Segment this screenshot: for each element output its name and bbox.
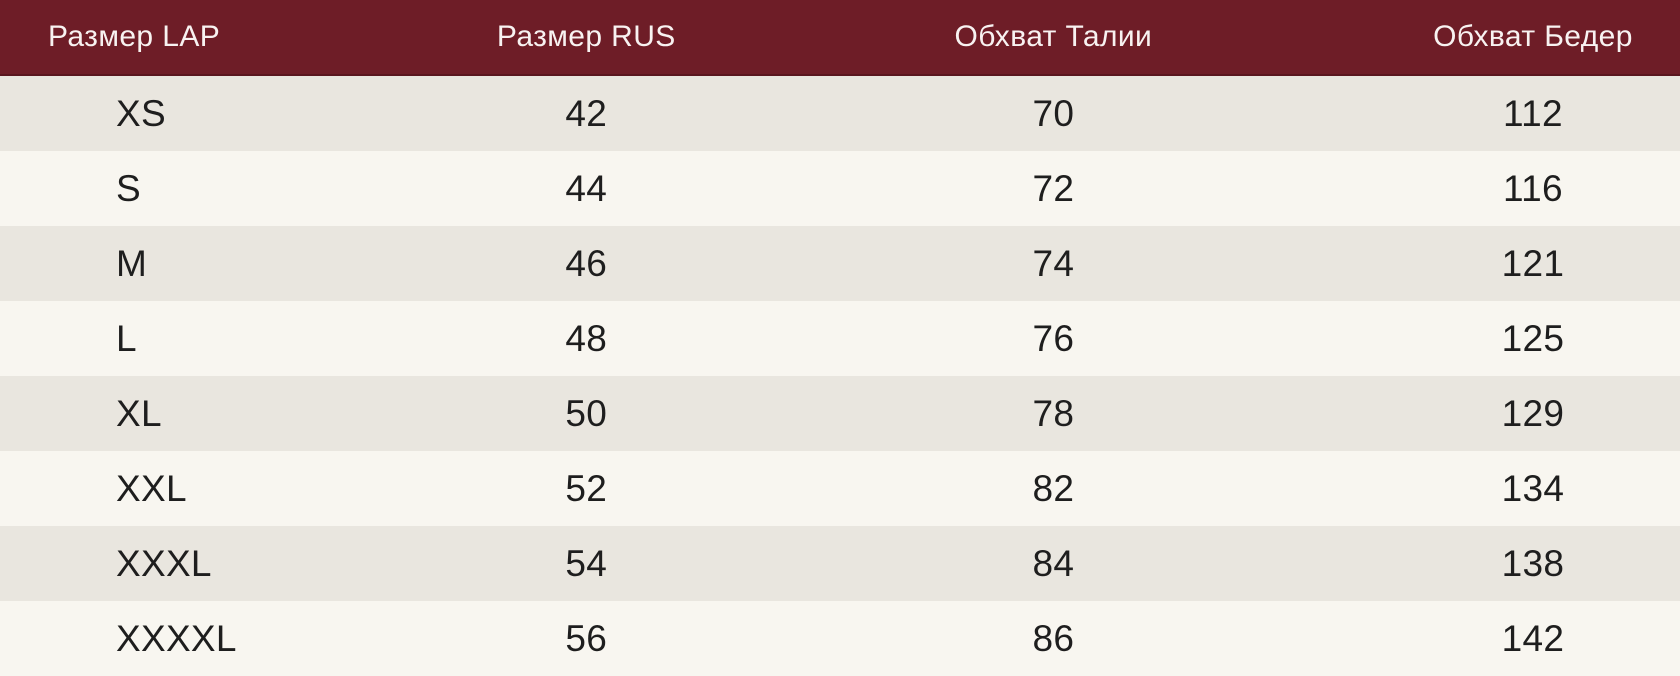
waist-cell: 70 <box>1032 92 1075 134</box>
size-rus-cell: 46 <box>565 242 608 284</box>
column-header-waist: Обхват Талии <box>720 0 1386 76</box>
table-row: XL 50 78 129 <box>0 376 1680 451</box>
waist-cell: 72 <box>1032 167 1075 209</box>
hips-cell: 129 <box>1501 392 1565 434</box>
waist-cell: 84 <box>1032 542 1075 584</box>
size-rus-cell: 42 <box>565 92 608 134</box>
size-chart-header: Размер LAP Размер RUS Обхват Талии Обхва… <box>0 0 1680 76</box>
size-rus-cell: 50 <box>565 392 608 434</box>
size-lap-cell: XL <box>116 392 162 434</box>
table-row: XXL 52 82 134 <box>0 451 1680 526</box>
table-row: S 44 72 116 <box>0 151 1680 226</box>
hips-cell: 121 <box>1501 242 1565 284</box>
size-rus-cell: 48 <box>565 317 608 359</box>
size-lap-cell: XXL <box>116 467 187 509</box>
hips-cell: 138 <box>1501 542 1565 584</box>
table-row: XXXXL 56 86 142 <box>0 601 1680 676</box>
table-row: L 48 76 125 <box>0 301 1680 376</box>
table-row: XS 42 70 112 <box>0 75 1680 151</box>
waist-cell: 74 <box>1032 242 1075 284</box>
hips-cell: 116 <box>1503 167 1563 209</box>
hips-cell: 125 <box>1501 317 1565 359</box>
size-lap-cell: XXXXL <box>116 617 237 659</box>
waist-cell: 82 <box>1032 467 1075 509</box>
waist-cell: 78 <box>1032 392 1075 434</box>
hips-cell: 142 <box>1501 617 1565 659</box>
column-header-size-rus: Размер RUS <box>451 0 721 76</box>
table-row: XXXL 54 84 138 <box>0 526 1680 601</box>
size-lap-cell: M <box>116 242 148 284</box>
header-row: Размер LAP Размер RUS Обхват Талии Обхва… <box>0 0 1680 76</box>
waist-cell: 76 <box>1032 317 1075 359</box>
size-table-body: XS 42 70 112 S 44 72 116 M 46 74 121 L 48 76 125 XL 50 78 1… <box>0 75 1680 676</box>
size-rus-cell: 44 <box>565 167 608 209</box>
size-rus-cell: 52 <box>565 467 608 509</box>
column-header-size-lap: Размер LAP <box>0 0 452 76</box>
size-rus-cell: 54 <box>565 542 608 584</box>
column-header-hips: Обхват Бедер <box>1385 0 1680 76</box>
hips-cell: 134 <box>1501 467 1565 509</box>
size-rus-cell: 56 <box>565 617 608 659</box>
waist-cell: 86 <box>1032 617 1075 659</box>
size-lap-cell: L <box>116 317 137 359</box>
size-lap-cell: XS <box>116 92 166 134</box>
table-row: M 46 74 121 <box>0 226 1680 301</box>
hips-cell: 112 <box>1503 92 1563 134</box>
size-lap-cell: S <box>116 167 141 209</box>
size-lap-cell: XXXL <box>116 542 212 584</box>
